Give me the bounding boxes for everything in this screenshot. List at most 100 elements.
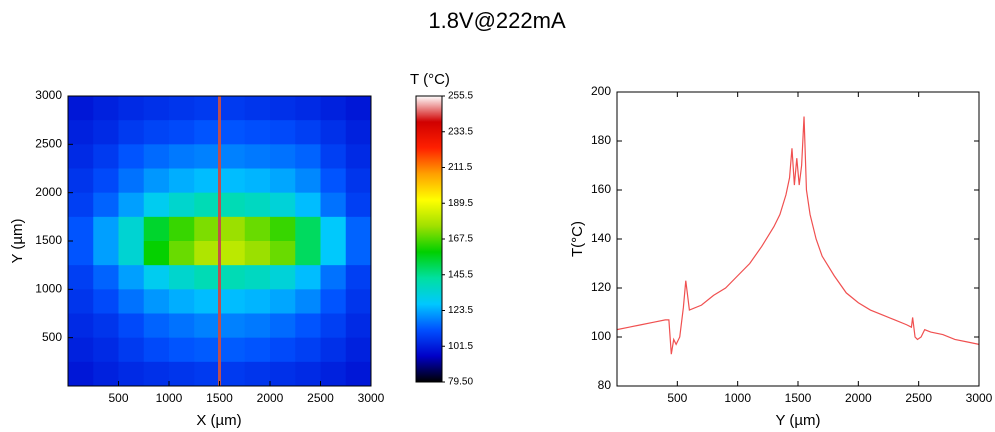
heat-cell [194,265,220,290]
heat-cell [295,96,321,121]
heat-cell [219,313,246,339]
y-tick-label: 3000 [35,88,62,102]
heat-cell [169,144,195,169]
heat-cell [320,192,347,218]
heat-cell [143,96,170,121]
heat-cell [194,168,220,194]
heat-cell [93,313,119,339]
x-axis-title: Y (µm) [775,412,820,429]
heat-cell [143,265,170,290]
heat-cell [244,144,271,169]
heat-cell [219,192,246,218]
colorbar [415,95,443,383]
heat-cell [118,168,145,194]
heat-cell [68,337,94,363]
heat-cell [345,361,372,387]
heat-cell [68,361,94,387]
heat-cell [270,241,296,266]
heat-cell [118,265,145,290]
heat-cell [295,192,321,218]
heat-cell [345,192,372,218]
heat-cell [143,313,170,339]
heat-cell [93,241,119,266]
heat-cell [295,361,321,387]
heat-cell [194,289,220,314]
heat-cell [270,337,296,363]
heat-cell [143,120,170,145]
y-tick-label: 2500 [35,137,62,151]
heat-cell [68,168,94,194]
y-axis-title: Y (µm) [9,218,26,263]
heat-cell [118,96,145,121]
heat-cell [244,168,271,194]
heat-cell [194,313,220,339]
heat-cell [169,313,195,339]
colorbar-tick-label: 233.5 [448,126,473,137]
heat-cell [118,144,145,169]
colorbar-title: T (°C) [410,71,450,88]
heat-cell [68,313,94,339]
colorbar-tick-label: 145.5 [448,269,473,280]
heat-cell [320,216,347,242]
heat-cell [194,120,220,145]
heat-cell [143,361,170,387]
heat-cell [345,241,372,266]
colorbar-tick-label: 79.50 [448,377,473,388]
heat-cell [68,265,94,290]
heat-cell [320,168,347,194]
heat-cell [345,289,372,314]
heat-cell [345,96,372,121]
heat-cell [93,192,119,218]
heat-cell [93,120,119,145]
x-tick-label: 3000 [358,391,385,405]
heat-cell [320,120,347,145]
heat-cell [68,96,94,121]
x-tick-label: 2000 [257,391,284,405]
heat-cell [219,361,246,387]
heat-cell [244,313,271,339]
heat-cell [219,289,246,314]
heat-cell [68,120,94,145]
colorbar-tick-label: 211.5 [448,162,473,173]
heat-cell [118,337,145,363]
heat-cell [194,192,220,218]
heat-cell [93,265,119,290]
figure-title: 1.8V@222mA [428,8,566,33]
y-tick-label: 1500 [35,233,62,247]
heat-cell [194,337,220,363]
heat-cell [219,144,246,169]
y-tick-label: 1000 [35,282,62,296]
heat-cell [118,289,145,314]
heat-cell [295,144,321,169]
heat-cell [320,313,347,339]
heat-cell [244,289,271,314]
heat-cell [93,144,119,169]
heat-cell [345,144,372,169]
heat-cell [270,144,296,169]
heat-cell [93,361,119,387]
heat-cell [194,361,220,387]
heat-cell [244,216,271,242]
heat-cell [345,313,372,339]
heat-cell [143,289,170,314]
heat-cell [118,120,145,145]
heat-cell [244,361,271,387]
heat-cell [320,289,347,314]
heat-cell [219,168,246,194]
heat-cell [118,361,145,387]
y-tick-label: 180 [591,133,611,147]
heat-cell [320,96,347,121]
heat-cell [169,168,195,194]
heat-cell [143,144,170,169]
heat-cell [68,216,94,242]
x-tick-label: 1000 [724,391,751,405]
heat-cell [345,265,372,290]
heat-cell [194,241,220,266]
heat-cell [219,216,246,242]
y-tick-label: 120 [591,280,611,294]
heat-cell [143,216,170,242]
heat-cell [219,96,246,121]
line-series [616,116,980,355]
x-tick-label: 500 [667,391,687,405]
